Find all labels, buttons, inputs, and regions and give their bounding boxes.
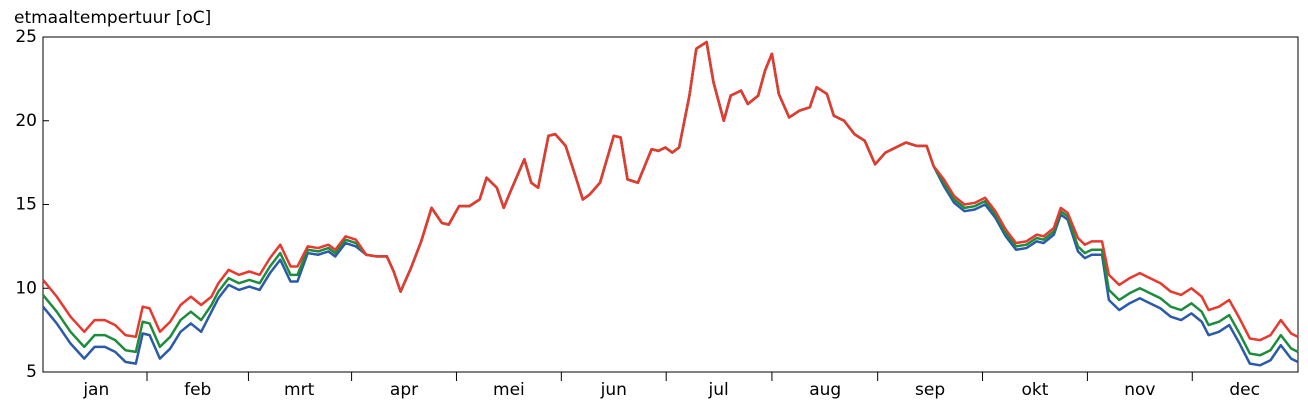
- series-line: [42, 40, 1299, 357]
- y-tick-label: 15: [15, 195, 37, 215]
- x-tick-label: sep: [915, 380, 945, 400]
- x-tick-label: mei: [493, 380, 525, 400]
- x-tick-label: dec: [1229, 380, 1260, 400]
- x-tick-label: apr: [390, 380, 418, 400]
- series-line: [42, 40, 1299, 342]
- x-tick-label: jan: [82, 380, 109, 400]
- plot-frame: [42, 36, 1299, 373]
- x-tick-label: nov: [1124, 380, 1155, 400]
- x-tick-label: feb: [184, 380, 211, 400]
- x-tick-label: jul: [708, 380, 729, 400]
- y-tick-label: 10: [15, 278, 37, 298]
- x-tick-label: aug: [809, 380, 841, 400]
- x-tick-label: okt: [1022, 380, 1049, 400]
- chart-title: etmaaltempertuur [oC]: [14, 8, 211, 28]
- y-tick-label: 5: [26, 362, 37, 382]
- x-tick-label: mrt: [284, 380, 315, 400]
- y-tick-label: 20: [15, 111, 37, 131]
- y-tick-label: 25: [15, 27, 37, 47]
- x-tick-label: jun: [600, 380, 627, 400]
- series-line: [42, 40, 1299, 367]
